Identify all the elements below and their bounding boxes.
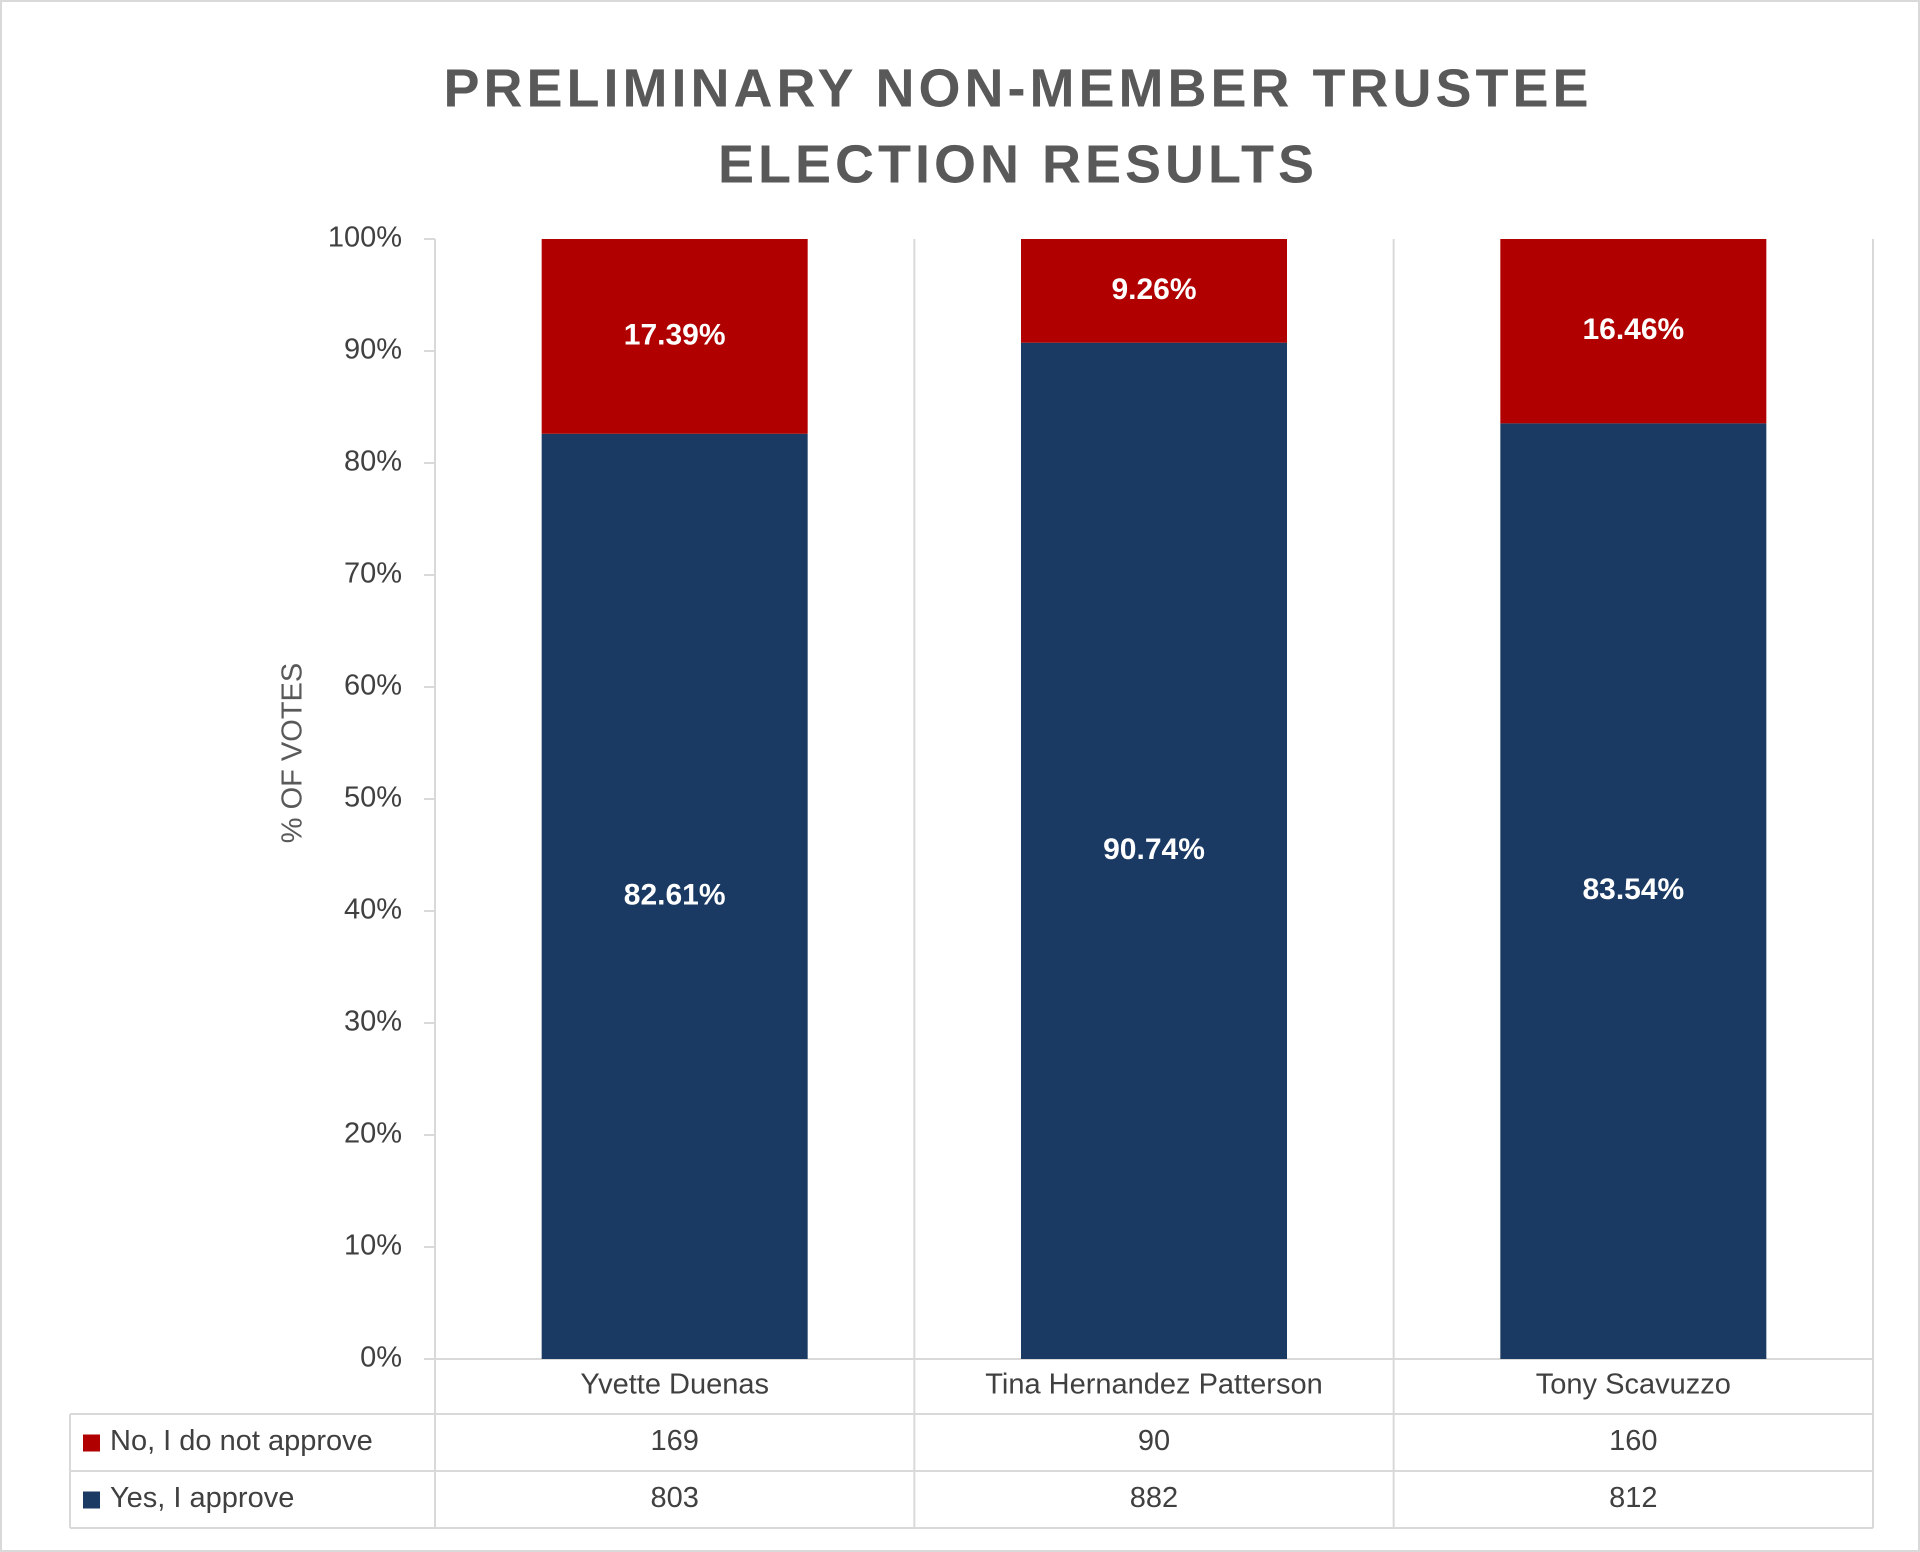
y-tick-label: 20% (344, 1118, 402, 1150)
bar-segment (1021, 239, 1287, 343)
y-tick-label: 30% (344, 1006, 402, 1038)
x-tick-label: Yvette Duenas (580, 1369, 769, 1401)
y-axis-title: % OF VOTES (277, 663, 309, 843)
y-tick-label: 90% (344, 334, 402, 366)
y-tick-label: 50% (344, 782, 402, 814)
table-cell: 803 (650, 1482, 698, 1514)
table-cell: 812 (1609, 1482, 1657, 1514)
x-tick-label: Tina Hernandez Patterson (985, 1369, 1322, 1401)
y-tick-label: 60% (344, 670, 402, 702)
legend-swatch (83, 1434, 100, 1452)
data-label: 83.54% (1582, 873, 1684, 906)
legend-swatch (83, 1491, 100, 1509)
y-tick-label: 70% (344, 558, 402, 590)
x-tick-label: Tony Scavuzzo (1536, 1369, 1731, 1401)
data-label: 90.74% (1103, 833, 1205, 866)
data-label: 16.46% (1582, 313, 1684, 346)
legend-label: No, I do not approve (110, 1425, 373, 1457)
chart-title: PRELIMINARY NON-MEMBER TRUSTEE (443, 58, 1592, 118)
table-cell: 169 (650, 1425, 698, 1457)
y-tick-label: 0% (360, 1342, 402, 1374)
legend-label: Yes, I approve (110, 1482, 294, 1514)
chart-title: ELECTION RESULTS (718, 134, 1318, 194)
y-tick-label: 40% (344, 894, 402, 926)
bar-segment (1021, 342, 1287, 1359)
bar-segment (541, 239, 808, 434)
bar-segment (1500, 423, 1767, 1359)
data-label: 9.26% (1111, 273, 1196, 306)
data-label: 17.39% (624, 318, 726, 351)
bar-segment (541, 433, 808, 1359)
data-label: 82.61% (624, 878, 726, 911)
y-tick-label: 80% (344, 446, 402, 478)
table-cell: 90 (1138, 1425, 1170, 1457)
y-tick-label: 100% (328, 222, 402, 254)
bar-segment (1500, 239, 1767, 424)
y-tick-label: 10% (344, 1230, 402, 1262)
table-cell: 160 (1609, 1425, 1657, 1457)
table-cell: 882 (1130, 1482, 1178, 1514)
